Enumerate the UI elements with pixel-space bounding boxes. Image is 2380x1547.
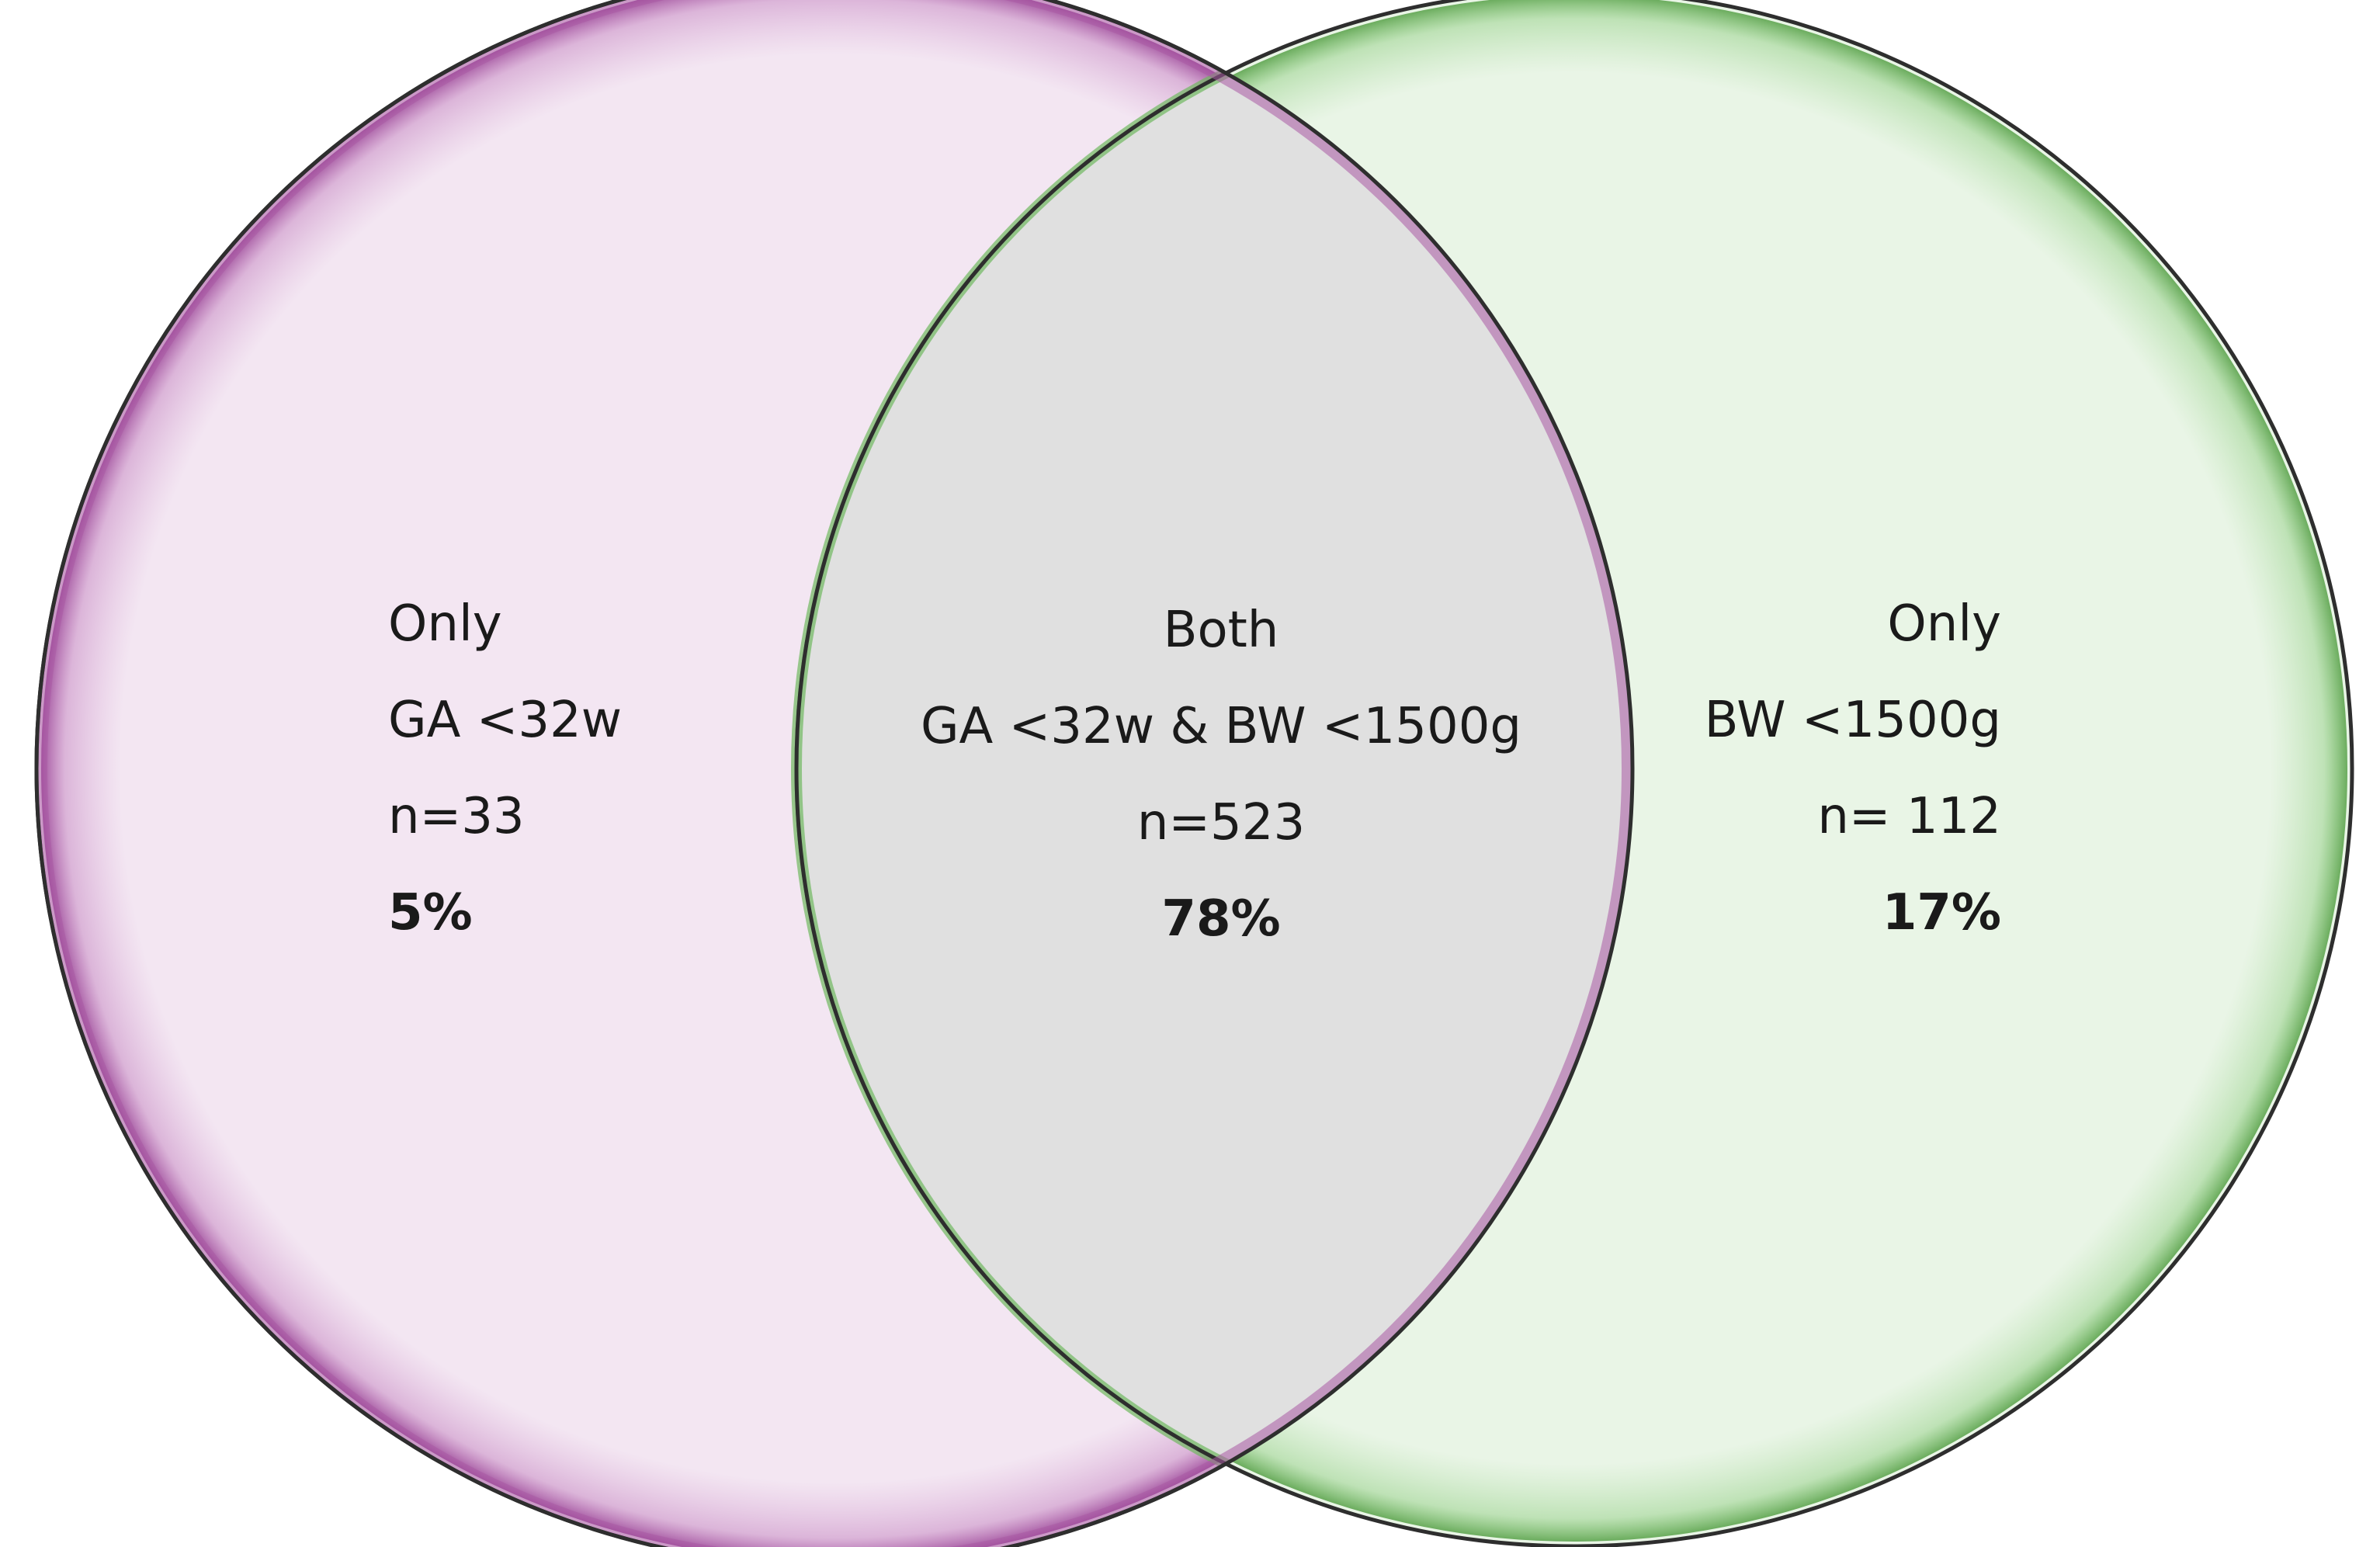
- right-only-percent: 17%: [1882, 884, 2001, 942]
- both-title: Both: [1163, 602, 1279, 659]
- left-only-label: Only GA <32w n=33 5%: [388, 576, 622, 961]
- right-only-title: Only: [1887, 595, 2001, 653]
- right-only-criterion: BW <1500g: [1704, 692, 2001, 749]
- left-circle-inner-edge: [38, 0, 1631, 1547]
- overlap-region: [796, 0, 1632, 1546]
- right-only-count: n= 112: [1817, 788, 2001, 845]
- left-only-percent: 5%: [388, 884, 473, 942]
- left-only-count: n=33: [388, 788, 525, 845]
- both-criterion: GA <32w & BW <1500g: [920, 698, 1522, 755]
- both-count: n=523: [1136, 794, 1306, 852]
- both-label: Both GA <32w & BW <1500g n=523 78%: [921, 582, 1521, 967]
- left-only-title: Only: [388, 595, 502, 653]
- right-only-label: Only BW <1500g n= 112 17%: [1705, 576, 2001, 961]
- left-only-criterion: GA <32w: [388, 692, 623, 749]
- both-percent: 78%: [1161, 890, 1281, 948]
